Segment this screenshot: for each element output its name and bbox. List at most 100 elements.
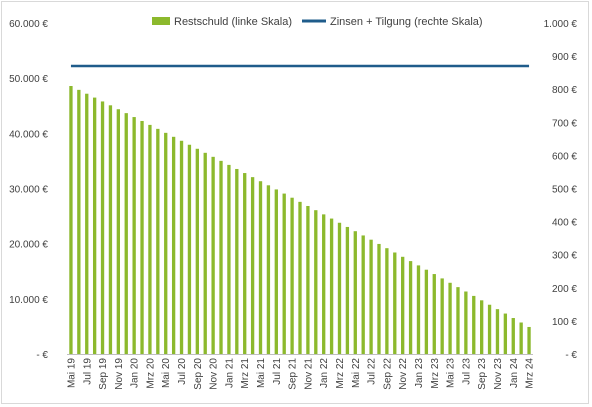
x-axis-tick-label: Sep 22 xyxy=(382,358,393,390)
right-axis-tick-label: - € xyxy=(565,350,577,361)
bar-restschuld xyxy=(298,201,302,354)
x-axis-tick-label: Nov 19 xyxy=(114,358,125,390)
left-axis-tick-label: 40.000 € xyxy=(9,129,48,140)
x-axis-tick-label: Nov 20 xyxy=(209,358,220,390)
left-axis-ticks: - € 10.000 € 20.000 € 30.000 € 40.000 € 50.00… xyxy=(9,19,48,361)
x-axis-tick-label: Mai 21 xyxy=(256,358,267,388)
bar-restschuld xyxy=(140,120,144,354)
bar-restschuld xyxy=(401,256,405,354)
bar-restschuld xyxy=(440,278,444,354)
right-axis-tick-label: 600 € xyxy=(552,151,577,162)
bar-restschuld xyxy=(456,287,460,354)
bar-restschuld xyxy=(219,160,223,354)
bar-restschuld xyxy=(527,326,531,354)
bar-series-restschuld xyxy=(69,86,531,355)
bar-restschuld xyxy=(132,117,136,354)
bar-restschuld xyxy=(77,89,81,355)
bar-restschuld xyxy=(487,304,492,354)
bar-restschuld xyxy=(100,101,105,354)
bar-restschuld xyxy=(306,205,310,354)
left-axis-tick-label: - € xyxy=(36,350,48,361)
x-axis-tick-label: Jul 22 xyxy=(367,358,378,385)
left-axis-tick-label: 20.000 € xyxy=(9,240,48,251)
bar-restschuld xyxy=(353,231,357,354)
right-axis-tick-label: 1.000 € xyxy=(544,19,578,30)
bar-restschuld xyxy=(243,173,247,354)
left-axis-tick-label: 50.000 € xyxy=(9,74,48,85)
x-axis-tick-label: Mrz 22 xyxy=(335,358,346,389)
right-axis-tick-label: 900 € xyxy=(552,52,577,63)
bar-restschuld xyxy=(187,144,192,354)
bar-restschuld xyxy=(282,193,286,354)
bar-restschuld xyxy=(377,243,381,354)
x-axis-tick-label: Sep 23 xyxy=(477,358,488,390)
right-axis-ticks: - € 100 € 200 € 300 € 400 € 500 € 600 € 700 € 80… xyxy=(544,19,578,361)
bar-restschuld xyxy=(416,265,421,354)
bar-restschuld xyxy=(361,235,365,354)
bar-restschuld xyxy=(171,136,176,354)
bar-restschuld xyxy=(258,181,263,354)
bar-restschuld xyxy=(203,152,207,354)
legend-label-restschuld: Restschuld (linke Skala) xyxy=(174,16,292,28)
bar-restschuld xyxy=(92,97,97,354)
x-axis-tick-label: Jul 23 xyxy=(461,358,472,385)
bar-restschuld xyxy=(235,168,239,354)
bar-restschuld xyxy=(250,177,255,354)
x-axis-tick-label: Jan 23 xyxy=(414,358,425,388)
x-axis-tick-label: Jul 20 xyxy=(177,358,188,385)
bar-restschuld xyxy=(464,291,468,354)
bar-restschuld xyxy=(519,322,523,354)
x-axis-tick-label: Jan 20 xyxy=(130,358,141,388)
legend-swatch-restschuld xyxy=(152,17,170,25)
bar-restschuld xyxy=(369,239,373,354)
right-axis-tick-label: 200 € xyxy=(552,284,577,295)
bar-restschuld xyxy=(511,318,515,354)
bar-restschuld xyxy=(266,185,271,354)
x-axis-tick-label: Mrz 24 xyxy=(525,358,536,389)
right-axis-tick-label: 300 € xyxy=(552,251,577,262)
right-axis-tick-label: 400 € xyxy=(552,218,577,229)
bar-restschuld xyxy=(274,189,278,354)
x-axis-tick-label: Jan 21 xyxy=(224,358,235,388)
bar-restschuld xyxy=(108,105,113,354)
bar-restschuld xyxy=(337,222,342,354)
bar-restschuld xyxy=(156,128,160,354)
bar-restschuld xyxy=(124,113,128,354)
bar-restschuld xyxy=(148,124,152,354)
right-axis-tick-label: 100 € xyxy=(552,317,577,328)
bar-restschuld xyxy=(179,140,184,354)
x-axis-tick-label: Sep 21 xyxy=(288,358,299,390)
x-axis-tick-label: Mai 22 xyxy=(351,358,362,388)
right-axis-tick-label: 500 € xyxy=(552,185,577,196)
bar-restschuld xyxy=(385,248,389,354)
left-axis-tick-label: 30.000 € xyxy=(9,185,48,196)
bar-restschuld xyxy=(69,86,73,354)
x-axis-ticks: Mai 19 Jul 19 Sep 19 Nov 19 Jan 20 Mrz 20 Mai … xyxy=(66,358,535,390)
bar-restschuld xyxy=(195,148,199,354)
x-axis-tick-label: Nov 22 xyxy=(398,358,409,390)
bar-restschuld xyxy=(211,156,215,354)
x-axis-tick-label: Jan 24 xyxy=(509,358,520,388)
x-axis-tick-label: Jan 22 xyxy=(319,358,330,388)
bar-restschuld xyxy=(432,274,436,354)
bar-restschuld xyxy=(290,197,294,354)
x-axis-tick-label: Sep 19 xyxy=(98,358,109,390)
bar-restschuld xyxy=(164,132,168,354)
legend: Restschuld (linke Skala) Zinsen + Tilgun… xyxy=(152,16,483,28)
x-axis-tick-label: Mrz 20 xyxy=(145,358,156,389)
left-axis-tick-label: 10.000 € xyxy=(9,295,48,306)
bar-restschuld xyxy=(322,214,326,354)
x-axis-tick-label: Jul 19 xyxy=(82,358,93,385)
bar-restschuld xyxy=(329,218,334,354)
bar-restschuld xyxy=(448,282,452,354)
bar-restschuld xyxy=(424,269,429,354)
bar-restschuld xyxy=(503,313,508,354)
bar-restschuld xyxy=(393,252,397,354)
bar-restschuld xyxy=(85,93,89,354)
bar-restschuld xyxy=(495,309,500,354)
bar-restschuld xyxy=(314,210,318,354)
x-axis-tick-label: Mrz 21 xyxy=(240,358,251,389)
bar-restschuld xyxy=(472,295,476,354)
